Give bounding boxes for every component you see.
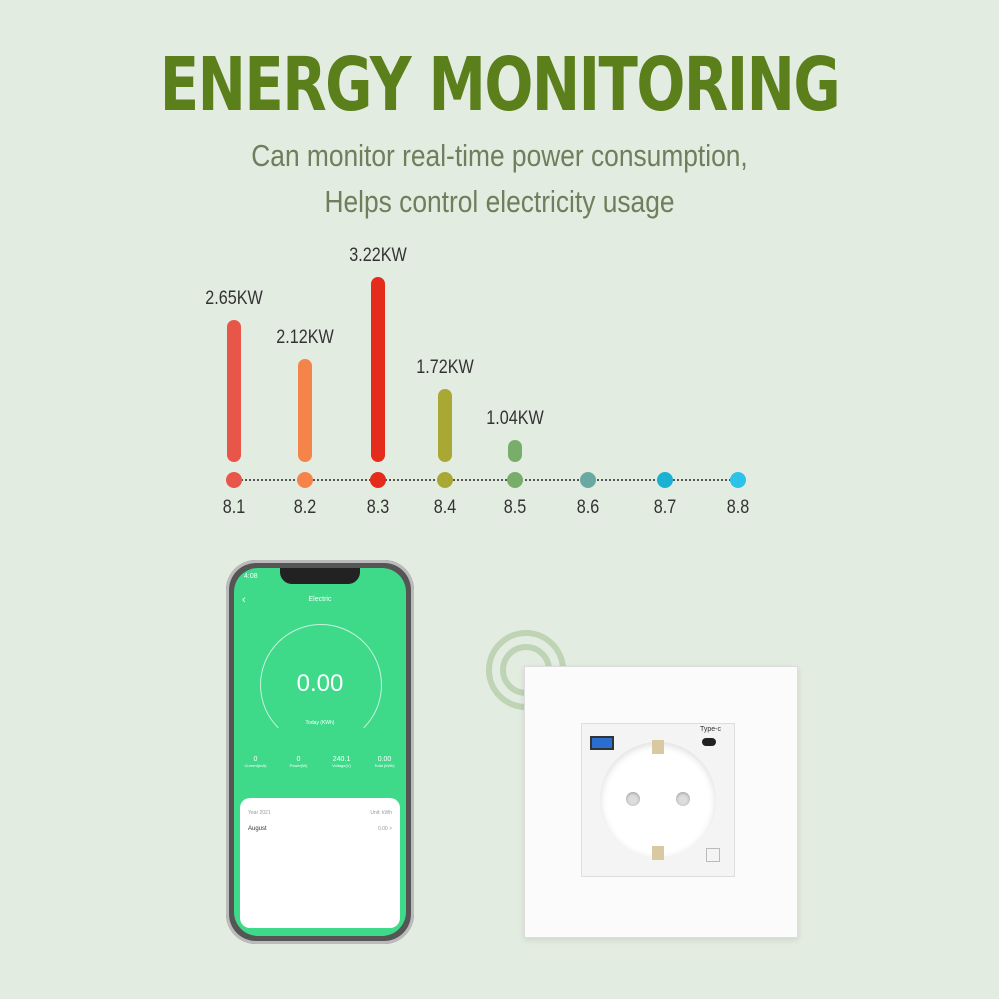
stat-value: 0.00	[377, 756, 392, 763]
history-card: Year 2021 Unit: kWh August 0.00 >	[240, 798, 400, 928]
app-screen: 4:08 ‹ Electric 0.00 Today (KWh) 0 Curren…	[234, 568, 406, 936]
timeline-dot	[297, 472, 313, 488]
unit-label: Unit: kWh	[370, 810, 392, 816]
timeline-dot	[657, 472, 673, 488]
stat-value: 240.1	[332, 756, 351, 763]
timeline-dot	[437, 472, 453, 488]
stats-row: 0 Current(mA) 0 Power(W) 240.1 Voltage(V) 0…	[234, 756, 406, 768]
usb-a-port	[590, 736, 614, 750]
bar-value-label: 2.65KW	[205, 287, 263, 309]
stat-label: Voltage(V)	[332, 763, 351, 768]
stat-label: Current(mA)	[244, 763, 267, 768]
subtitle-line-1: Can monitor real-time power consumption,	[251, 138, 748, 173]
touch-button[interactable]	[706, 848, 720, 862]
bar	[371, 276, 385, 462]
ground-clip	[652, 740, 664, 754]
wall-socket-panel: Type-c	[524, 666, 798, 938]
bar-value-label: 2.12KW	[276, 327, 334, 349]
reading-label: Today (KWh)	[305, 720, 335, 726]
usb-c-label: Type-c	[700, 726, 722, 733]
timeline-dot	[730, 472, 746, 488]
back-icon[interactable]: ‹	[242, 594, 246, 606]
screen-title: Electric	[308, 596, 332, 603]
year-label: Year 2021	[248, 810, 271, 816]
stat-label: Power(W)	[289, 763, 308, 768]
stat-value: 0	[253, 756, 258, 763]
bar-value-label: 3.22KW	[349, 244, 407, 266]
x-tick-label: 8.5	[503, 497, 527, 518]
socket-hole	[626, 792, 640, 806]
bar	[438, 389, 452, 462]
x-tick-label: 8.3	[366, 497, 390, 518]
ground-clip	[652, 846, 664, 860]
x-tick-label: 8.1	[222, 497, 246, 518]
x-tick-label: 8.7	[653, 497, 677, 518]
x-tick-label: 8.6	[576, 497, 600, 518]
x-tick-label: 8.8	[726, 497, 750, 518]
smartphone: 4:08 ‹ Electric 0.00 Today (KWh) 0 Curren…	[226, 560, 414, 944]
x-tick-label: 8.2	[293, 497, 317, 518]
bar	[227, 319, 241, 462]
timeline-dot	[370, 472, 386, 488]
phone-notch	[280, 568, 360, 584]
gauge-ring	[260, 624, 382, 746]
timeline-axis	[234, 479, 738, 481]
headline: ENERGY MONITORING	[159, 42, 841, 128]
timeline-dot	[226, 472, 242, 488]
energy-reading: 0.00	[296, 670, 344, 697]
timeline-dot	[580, 472, 596, 488]
socket-hole	[676, 792, 690, 806]
month-value: 0.00 >	[377, 826, 392, 832]
x-tick-label: 8.4	[433, 497, 457, 518]
stat-label: Total (kWh)	[374, 763, 395, 768]
month-row[interactable]: August	[248, 826, 267, 832]
socket-insert: Type-c	[581, 723, 735, 877]
usb-c-port	[702, 738, 716, 746]
subtitle-line-2: Helps control electricity usage	[324, 184, 675, 219]
bar-value-label: 1.72KW	[416, 357, 474, 379]
status-time: 4:08	[244, 573, 258, 580]
timeline-dot	[507, 472, 523, 488]
schuko-outlet	[600, 740, 716, 860]
bar	[508, 440, 522, 462]
bar-value-label: 1.04KW	[486, 408, 544, 430]
stat-value: 0	[296, 756, 301, 763]
bar	[298, 359, 312, 462]
